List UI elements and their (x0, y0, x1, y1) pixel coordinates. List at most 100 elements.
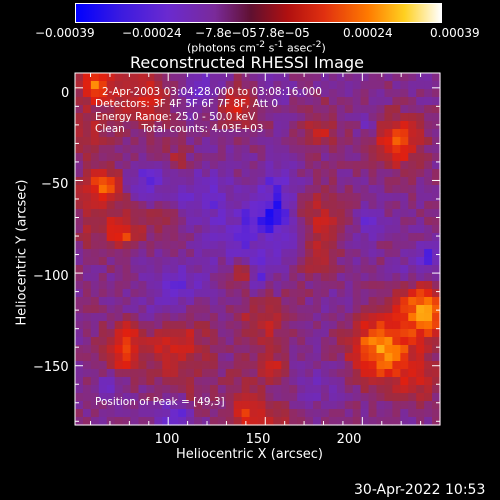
heatmap-cell (146, 305, 155, 314)
heatmap-cell (186, 273, 195, 282)
heatmap-cell (225, 233, 235, 242)
heatmap-cell (217, 73, 227, 82)
heatmap-cell (170, 385, 179, 394)
heatmap-cell (281, 249, 290, 258)
heatmap-cell (138, 129, 148, 138)
heatmap-cell (257, 257, 267, 266)
heatmap-cell (432, 289, 441, 298)
heatmap-cell (186, 369, 195, 378)
heatmap-cell (265, 305, 274, 314)
heatmap-cell (90, 209, 100, 218)
heatmap-cell (416, 153, 425, 162)
heatmap-cell (170, 193, 179, 202)
heatmap-cell (336, 193, 346, 202)
heatmap-cell (320, 209, 330, 218)
heatmap-cell (336, 265, 346, 274)
heatmap-cell (360, 297, 370, 306)
heatmap-cell (75, 97, 84, 106)
heatmap-cell (201, 329, 211, 338)
heatmap-cell (376, 401, 386, 410)
heatmap-cell (416, 281, 425, 290)
heatmap-cell (265, 233, 274, 242)
heatmap-cell (265, 201, 274, 210)
heatmap-cell (249, 113, 259, 122)
heatmap-cell (217, 201, 227, 210)
heatmap-cell (82, 361, 92, 370)
heatmap-cell (154, 289, 163, 298)
heatmap-cell (392, 257, 401, 266)
heatmap-cell (328, 145, 338, 154)
heatmap-cell (320, 185, 330, 194)
heatmap-cell (313, 345, 322, 354)
heatmap-cell (241, 353, 251, 362)
heatmap-cell (416, 185, 425, 194)
heatmap-cell (344, 417, 354, 426)
heatmap-cell (297, 353, 306, 362)
heatmap-cell (233, 273, 243, 282)
heatmap-cell (432, 249, 441, 258)
heatmap-cell (209, 185, 219, 194)
heatmap-cell (90, 113, 100, 122)
heatmap-cell (130, 209, 140, 218)
heatmap-cell (344, 241, 354, 250)
heatmap-cell (313, 321, 322, 330)
heatmap-cell (233, 313, 243, 322)
heatmap-cell (344, 73, 354, 82)
heatmap-cell (424, 145, 433, 154)
heatmap-cell (178, 153, 187, 162)
heatmap-cell (201, 89, 211, 98)
heatmap-cell (201, 409, 211, 418)
heatmap-cell (408, 89, 417, 98)
heatmap-cell (138, 121, 148, 130)
heatmap-cell (424, 369, 433, 378)
heatmap-cell (273, 353, 282, 362)
heatmap-cell (178, 265, 187, 274)
heatmap-cell (106, 273, 116, 282)
heatmap-cell (194, 329, 203, 338)
heatmap-cell (217, 113, 227, 122)
heatmap-cell (257, 409, 267, 418)
heatmap-cell (114, 377, 124, 386)
heatmap-cell (130, 161, 140, 170)
heatmap-cell (297, 225, 306, 234)
heatmap-cell (138, 417, 148, 426)
heatmap-cell (424, 273, 433, 282)
heatmap-cell (273, 129, 282, 138)
heatmap-cell (170, 177, 179, 186)
heatmap-cell (281, 153, 290, 162)
heatmap-cell (146, 81, 155, 90)
heatmap-cell (376, 121, 386, 130)
heatmap-cell (130, 153, 140, 162)
heatmap-cell (225, 273, 235, 282)
heatmap-cell (432, 89, 441, 98)
heatmap-cell (98, 209, 108, 218)
heatmap-cell (376, 193, 386, 202)
heatmap-cell (416, 89, 425, 98)
heatmap-cell (130, 345, 140, 354)
heatmap-cell (257, 73, 267, 82)
heatmap-cell (408, 345, 417, 354)
heatmap-cell (154, 409, 163, 418)
heatmap-cell (344, 161, 354, 170)
heatmap-cell (305, 201, 314, 210)
heatmap-cell (209, 353, 219, 362)
heatmap-cell (265, 377, 274, 386)
heatmap-cell (392, 225, 401, 234)
heatmap-cell (114, 169, 124, 178)
heatmap-cell (281, 401, 290, 410)
heatmap-cell (114, 337, 124, 346)
heatmap-cell (416, 377, 425, 386)
heatmap-cell (75, 385, 84, 394)
heatmap-cell (130, 329, 140, 338)
heatmap-cell (408, 169, 417, 178)
heatmap-cell (360, 353, 370, 362)
heatmap-cell (289, 177, 298, 186)
heatmap-cell (146, 89, 155, 98)
heatmap-cell (352, 161, 362, 170)
heatmap-cell (98, 137, 108, 146)
heatmap-cell (400, 185, 409, 194)
heatmap-cell (249, 145, 259, 154)
heatmap-cell (194, 145, 203, 154)
heatmap-cell (114, 345, 124, 354)
heatmap-cell (170, 313, 179, 322)
